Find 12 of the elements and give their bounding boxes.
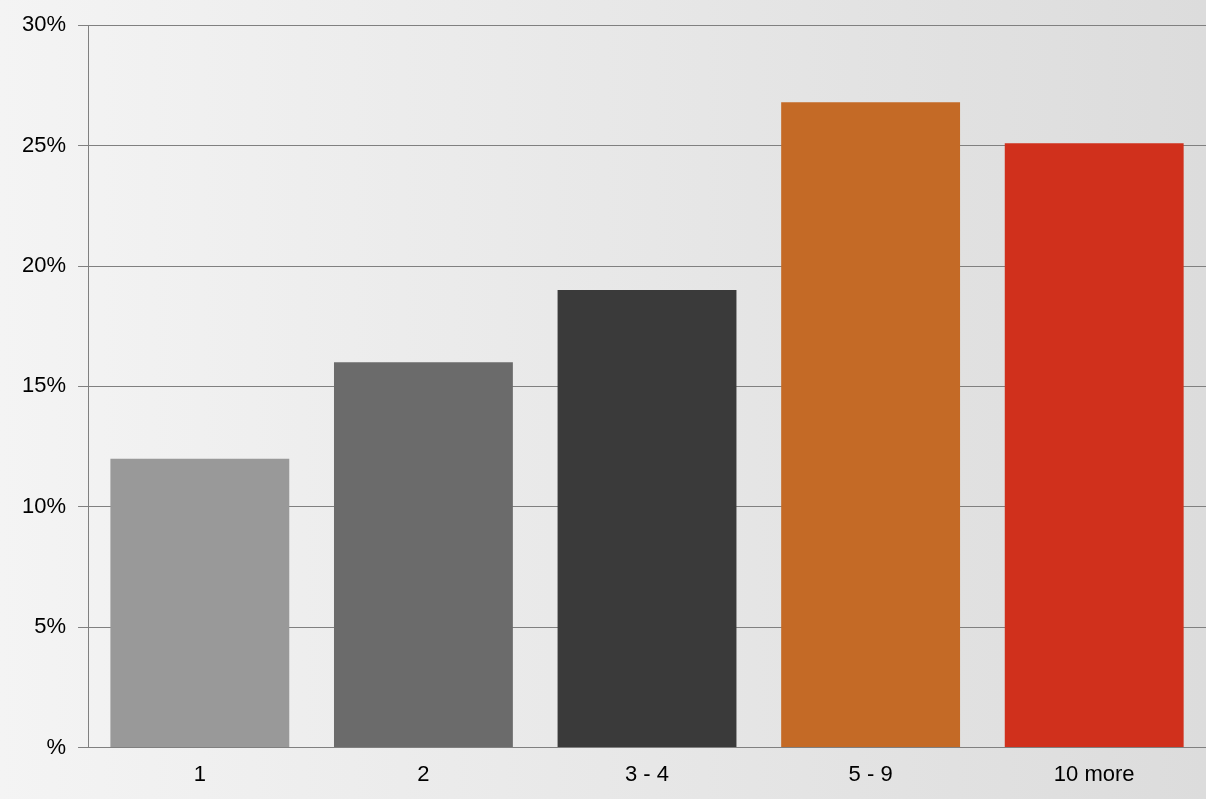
y-tick-label: 15% <box>21 372 67 398</box>
y-tick-label: 5% <box>34 613 67 639</box>
x-tick-label: 5 - 9 <box>848 760 893 786</box>
x-tick-label: 3 - 4 <box>625 760 670 786</box>
y-tick-label: 25% <box>21 131 67 157</box>
y-tick-label: 30% <box>21 11 67 37</box>
x-tick-label: 2 <box>417 760 430 786</box>
x-tick-label: 10 more <box>1053 760 1135 786</box>
x-tick-label: 1 <box>193 760 206 786</box>
y-tick-label: 20% <box>21 252 67 278</box>
y-tick-label: 10% <box>21 492 67 518</box>
y-tick-label: % <box>46 733 67 759</box>
